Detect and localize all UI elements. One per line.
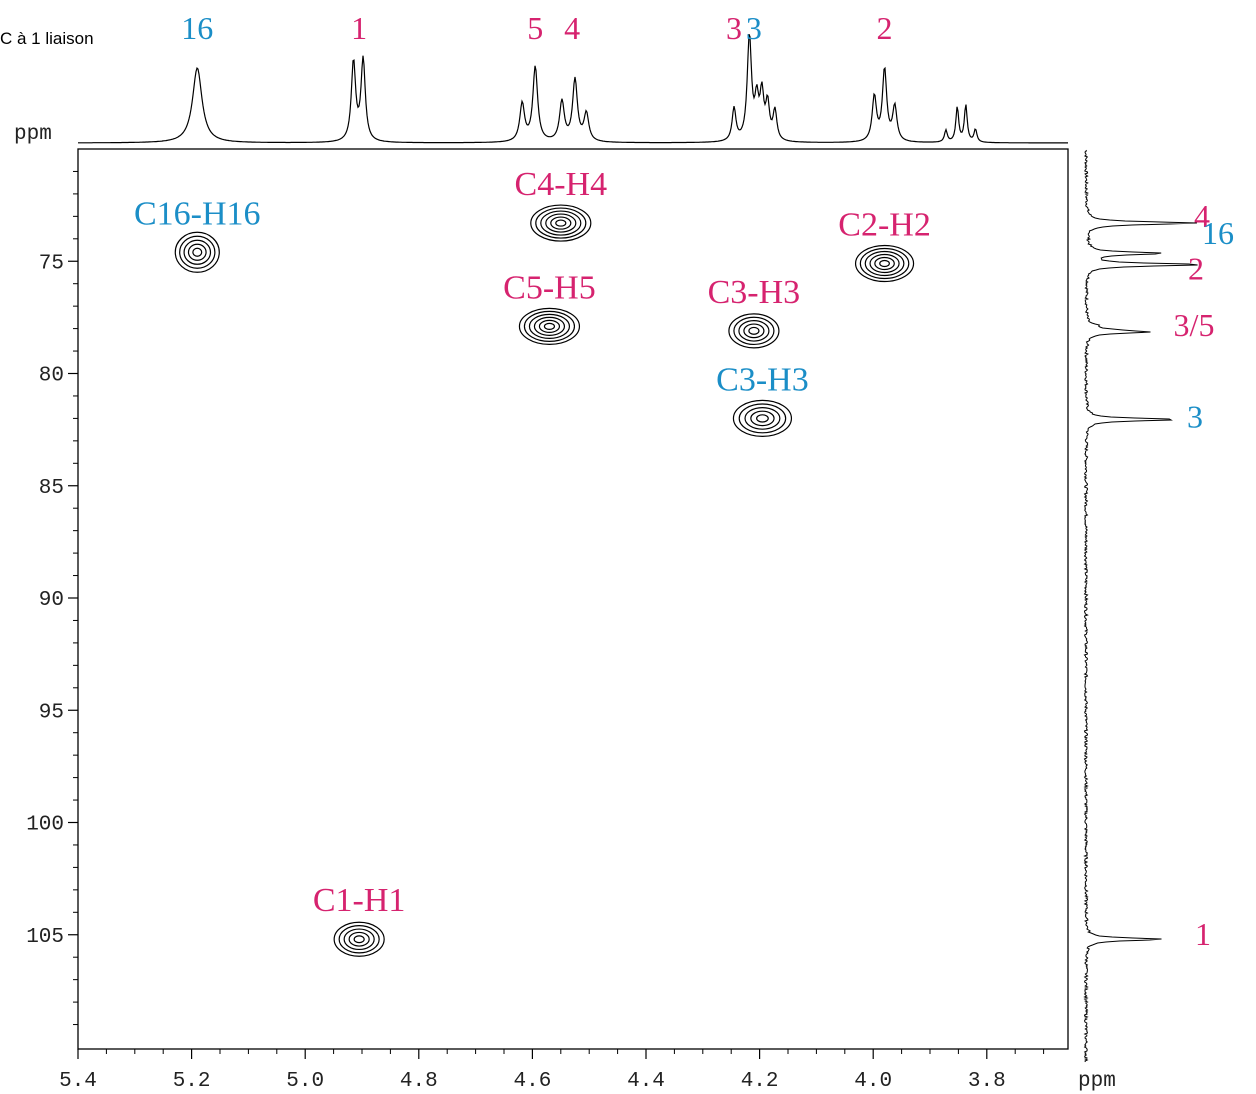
contour-level bbox=[743, 323, 765, 339]
cross-peak bbox=[854, 244, 915, 283]
cross-peak-label: C3-H3 bbox=[708, 274, 801, 311]
contour-level bbox=[869, 253, 900, 274]
contour-level bbox=[187, 243, 207, 261]
y-tick-label: 80 bbox=[39, 365, 64, 388]
x-tick-label: 5.2 bbox=[173, 1070, 211, 1093]
y-axis: 75 80 85 90 95 100 105 bbox=[26, 170, 78, 1026]
x-tick-label: 4.4 bbox=[627, 1070, 665, 1093]
cross-peak-label: C4-H4 bbox=[515, 166, 608, 203]
contour-level bbox=[732, 399, 793, 437]
cross-peak bbox=[174, 231, 220, 273]
proton-peak-label: 3 bbox=[746, 10, 762, 46]
cross-peak-label: C16-H16 bbox=[134, 195, 261, 232]
x-tick-label: 3.8 bbox=[968, 1070, 1006, 1093]
cross-peak bbox=[728, 313, 780, 349]
x-tick-label: 4.8 bbox=[400, 1070, 438, 1093]
contour-level bbox=[750, 410, 775, 427]
contour-level bbox=[518, 307, 581, 345]
proton-peak-label: 4 bbox=[564, 10, 580, 46]
contour-level bbox=[535, 207, 587, 239]
contour-level bbox=[333, 921, 385, 957]
cross-peaks bbox=[174, 204, 915, 957]
contour-level bbox=[738, 403, 787, 434]
proton-spectrum-trace bbox=[78, 33, 1068, 144]
contour-level bbox=[874, 256, 895, 271]
x-tick-label: 4.6 bbox=[513, 1070, 551, 1093]
contour-level bbox=[179, 235, 216, 269]
contour-level bbox=[555, 219, 567, 227]
carbon-peak-label: 16 bbox=[1202, 215, 1234, 251]
proton-peak-label: 2 bbox=[877, 10, 893, 46]
carbon-peak-label: 3 bbox=[1187, 399, 1203, 435]
contour-level bbox=[545, 213, 577, 233]
contour-level bbox=[859, 247, 910, 280]
cross-peak-labels: C1-H1 C2-H2 C3-H3 C4-H4 C5-H5 C16-H16 C3-H3 bbox=[134, 166, 931, 919]
contour-level bbox=[540, 210, 582, 236]
contour-level bbox=[864, 250, 905, 277]
cross-peak bbox=[333, 921, 385, 957]
cross-peak bbox=[518, 307, 581, 345]
top-projection-unit: ppm bbox=[14, 123, 52, 146]
contour-level bbox=[338, 925, 380, 954]
contour-level bbox=[538, 319, 561, 333]
contour-level bbox=[343, 928, 375, 951]
y-tick-label: 105 bbox=[26, 926, 64, 949]
contour-level bbox=[733, 316, 775, 346]
contour-level bbox=[192, 247, 203, 257]
contour-level bbox=[744, 407, 781, 430]
contour-level bbox=[748, 326, 760, 335]
contour-level bbox=[183, 239, 212, 265]
y-tick-label: 95 bbox=[39, 701, 64, 724]
contour-level bbox=[348, 931, 370, 947]
y-tick-label: 90 bbox=[39, 589, 64, 612]
contour-level bbox=[543, 322, 556, 330]
carbon-1d-projection bbox=[1083, 149, 1198, 1063]
plot-frame bbox=[77, 148, 1069, 1050]
contour-level bbox=[728, 313, 780, 349]
proton-peak-label: 1 bbox=[351, 10, 367, 46]
annotation-topleft: C à 1 liaison bbox=[0, 29, 94, 48]
proton-peak-labels: 16 1 5 4 3 3 2 bbox=[181, 10, 892, 46]
cross-peak-label: C2-H2 bbox=[838, 206, 931, 243]
proton-peak-label: 3 bbox=[726, 10, 742, 46]
carbon-peak-label: 3/5 bbox=[1174, 307, 1215, 343]
cross-peak bbox=[732, 399, 793, 437]
x-tick-label: 4.0 bbox=[854, 1070, 892, 1093]
x-axis: 5.4 5.2 5.0 4.8 4.6 4.4 4.2 4.0 3.8 bbox=[59, 1049, 1045, 1093]
contour-level bbox=[174, 231, 220, 273]
x-axis-unit: ppm bbox=[1078, 1070, 1116, 1093]
carbon-peak-label: 2 bbox=[1188, 251, 1204, 287]
cross-peak-label: C5-H5 bbox=[503, 269, 596, 306]
x-tick-label: 5.4 bbox=[59, 1070, 97, 1093]
y-tick-label: 75 bbox=[39, 252, 64, 275]
y-tick-label: 100 bbox=[26, 814, 64, 837]
carbon-peak-label: 4 bbox=[1194, 198, 1210, 234]
cross-peak-label: C3-H3 bbox=[716, 361, 809, 398]
contour-level bbox=[854, 244, 915, 283]
y-tick-label: 85 bbox=[39, 477, 64, 500]
contour-level bbox=[528, 313, 571, 339]
contour-level bbox=[530, 204, 592, 242]
contour-level bbox=[879, 259, 890, 268]
x-tick-label: 5.0 bbox=[286, 1070, 324, 1093]
contour-level bbox=[550, 216, 572, 230]
contour-level bbox=[533, 316, 566, 336]
x-tick-label: 4.2 bbox=[741, 1070, 779, 1093]
carbon-spectrum-trace bbox=[1083, 149, 1198, 1063]
proton-1d-projection bbox=[78, 33, 1068, 144]
proton-peak-label: 16 bbox=[181, 10, 213, 46]
cross-peak bbox=[530, 204, 592, 242]
carbon-peak-label: 1 bbox=[1195, 916, 1211, 952]
contour-level bbox=[738, 320, 770, 342]
contour-level bbox=[523, 310, 576, 342]
cross-peak-label: C1-H1 bbox=[313, 882, 406, 919]
proton-peak-label: 5 bbox=[527, 10, 543, 46]
contour-level bbox=[353, 935, 365, 944]
contour-level bbox=[756, 414, 769, 423]
